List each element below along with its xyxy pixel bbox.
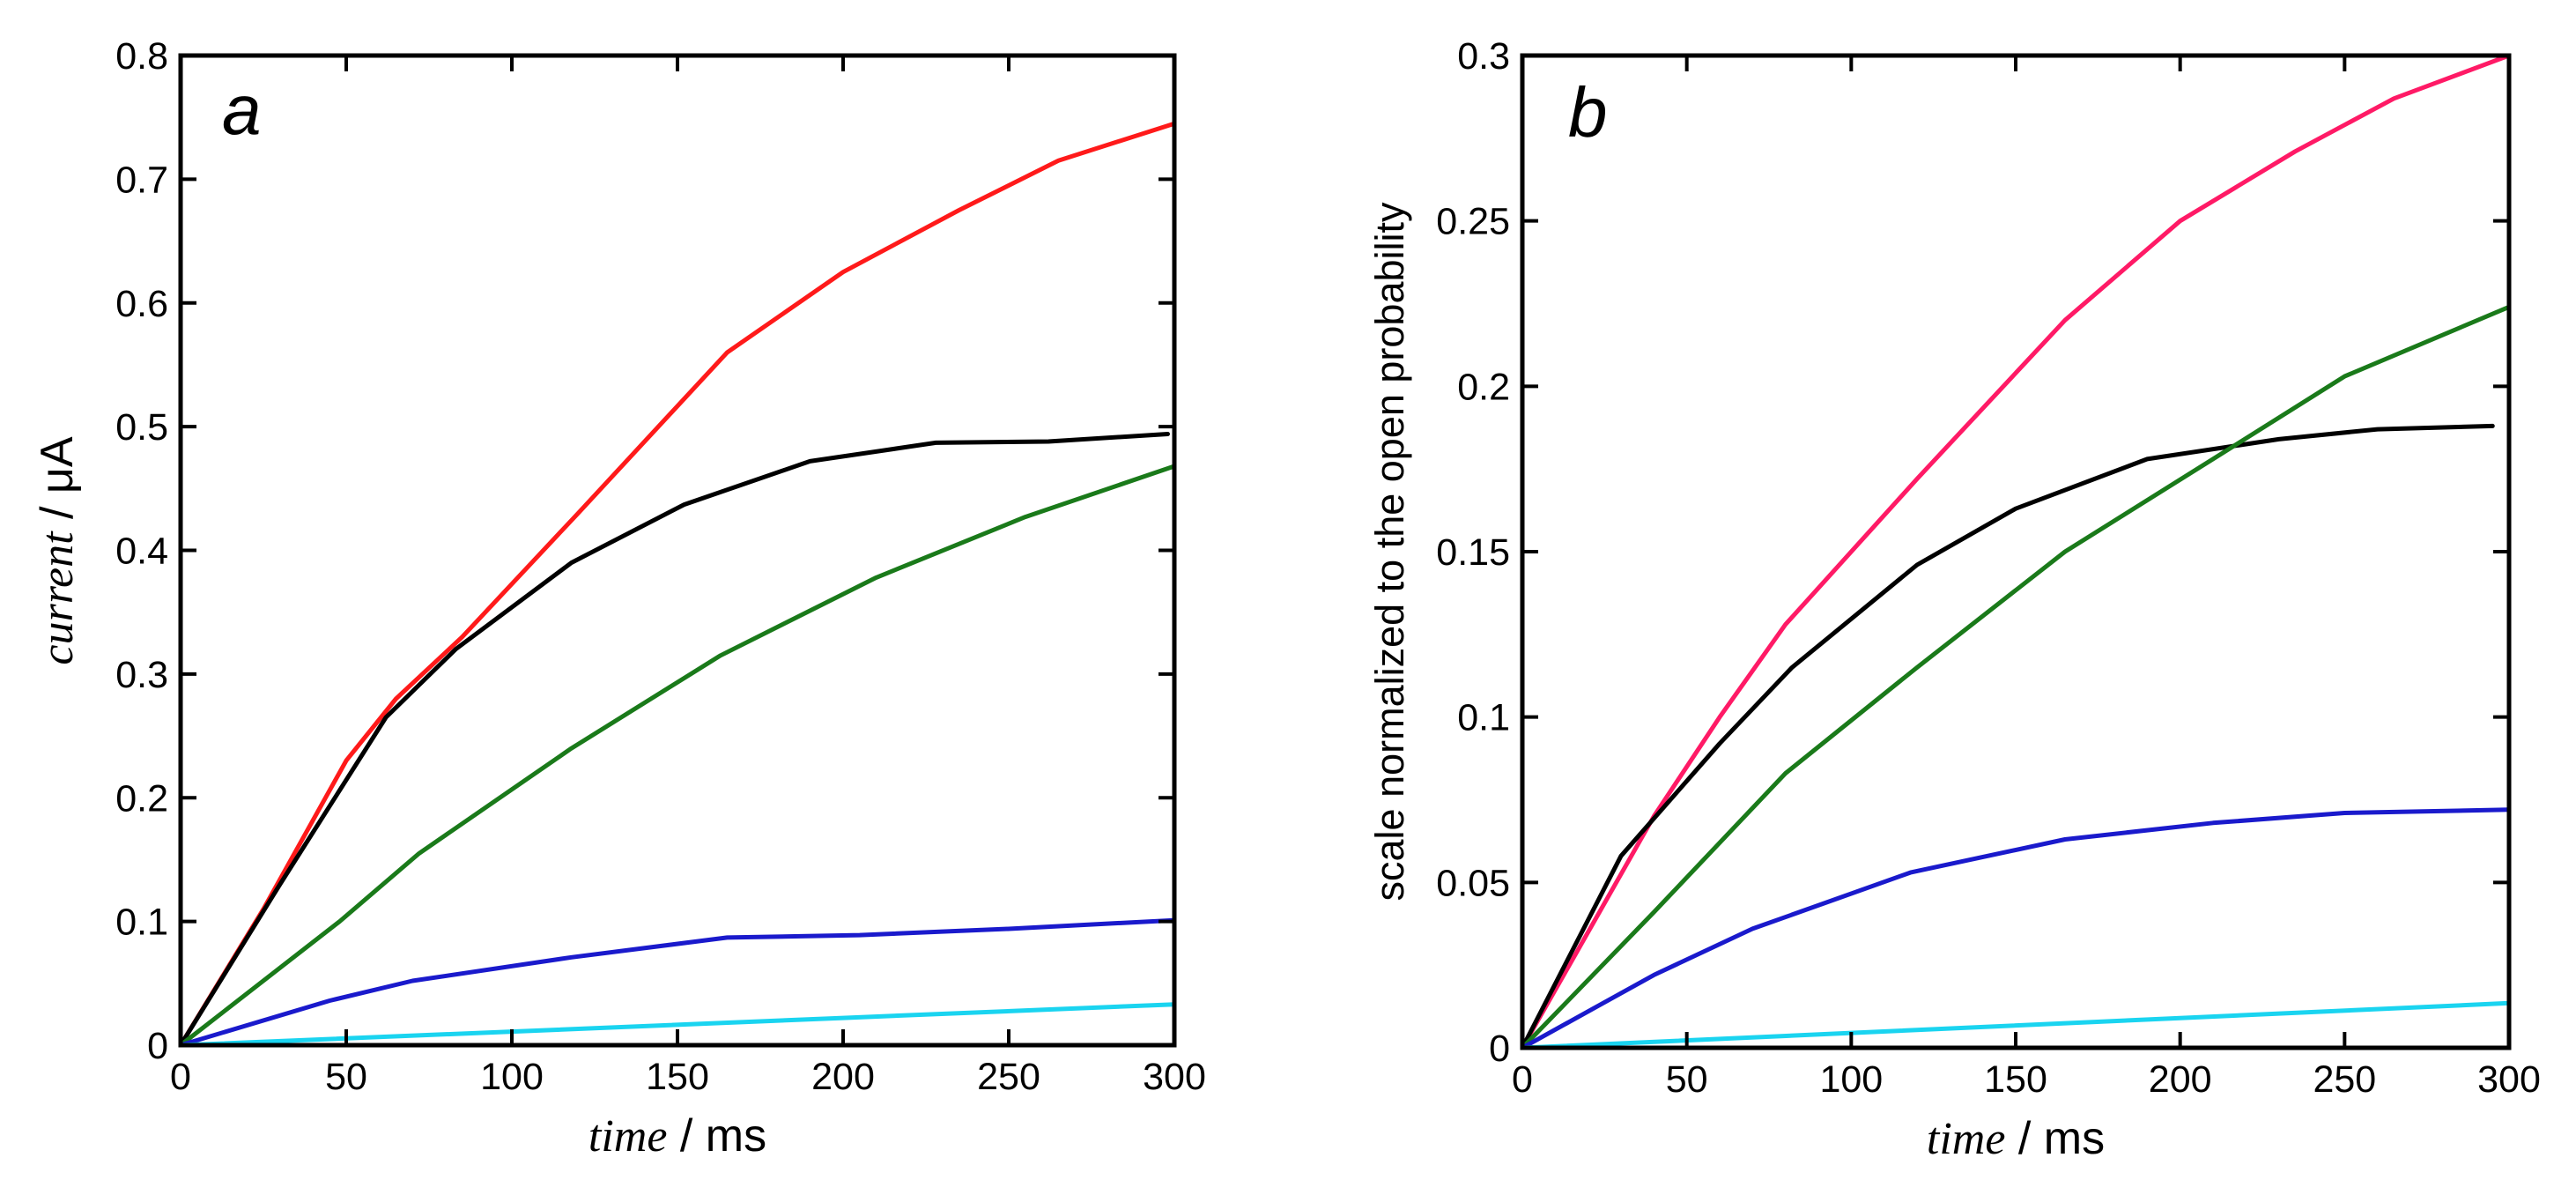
panel-a-ticks: 0 50 100 150 200 250 300 0 0.1 0.2 0.3 0.4 0.5 0.6 0.7…: [115, 35, 1206, 1098]
panel-a: 0 50 100 150 200 250 300 0 0.1 0.2 0.3 0.4 0.5 0.6 0.7…: [32, 35, 1206, 1161]
panel-a-plot-frame: [178, 53, 1177, 1048]
panel-a-series-black-line: [178, 432, 1170, 1048]
panel-b-x-axis-label: time / ms: [1927, 1113, 2105, 1164]
panel-b-y-axis-label: scale normalized to the open probability: [1367, 202, 1412, 901]
panel-b-series-magenta-line: [1520, 53, 2512, 1050]
panel-a-y-axis-label-unit: / μA: [32, 436, 83, 531]
panel-b-y-tick-label: 0.3: [1457, 35, 1510, 78]
panel-b-letter: b: [1568, 73, 1608, 152]
panel-b-series-black-line: [1520, 423, 2495, 1050]
panel-a-x-tick-label: 150: [646, 1056, 709, 1098]
panel-a-y-tick-label: 0.1: [115, 902, 168, 944]
panel-a-y-tick-label: 0.2: [115, 777, 168, 820]
panel-b-y-tick-label: 0.05: [1436, 862, 1510, 904]
panel-a-x-tick-label: 100: [480, 1056, 544, 1098]
panel-a-series-green-line: [178, 464, 1177, 1048]
panel-a-x-tick-label: 250: [977, 1056, 1040, 1098]
panel-a-x-axis-label-italic: time: [588, 1111, 668, 1161]
panel-b-series-green-line: [1520, 304, 2512, 1050]
panel-a-series: [178, 121, 1177, 1048]
panel-b-y-tick-label: 0.15: [1436, 531, 1510, 574]
panel-b: 0 50 100 150 200 250 300 0 0.05 0.1 0.15 0.2 0.25 0.3…: [1367, 35, 2541, 1164]
panel-a-series-red-line: [178, 121, 1177, 1048]
panel-b-y-tick-label: 0.25: [1436, 201, 1510, 243]
panel-b-y-tick-label: 0.2: [1457, 366, 1510, 408]
panel-a-y-tick-label: 0.8: [115, 35, 168, 78]
panel-a-y-tick-label: 0.4: [115, 531, 168, 573]
panel-b-x-tick-label: 300: [2477, 1058, 2541, 1101]
panel-b-x-axis-label-unit: / ms: [2005, 1113, 2105, 1164]
panel-b-series: [1520, 53, 2512, 1050]
panel-a-y-axis-label-italic: current: [33, 531, 83, 665]
panel-b-plot-frame: [1520, 53, 2512, 1050]
panel-a-x-axis-label-unit: / ms: [667, 1110, 766, 1161]
panel-a-x-tick-label: 200: [811, 1056, 875, 1098]
panel-b-x-tick-label: 200: [2149, 1058, 2212, 1101]
panel-b-x-tick-label: 250: [2313, 1058, 2376, 1101]
panel-a-x-tick-label: 50: [325, 1056, 367, 1098]
panel-a-y-tick-label: 0.5: [115, 406, 168, 449]
panel-a-y-tick-label: 0.7: [115, 159, 168, 201]
panel-a-y-tick-label: 0: [147, 1025, 168, 1067]
panel-a-x-axis-label: time / ms: [588, 1110, 766, 1161]
panel-a-y-axis-label: current / μA: [32, 436, 83, 664]
panel-a-y-tick-label: 0.3: [115, 654, 168, 696]
panel-b-x-tick-label: 150: [1984, 1058, 2047, 1101]
panel-b-series-blue-line: [1520, 807, 2512, 1050]
panel-b-ticks: 0 50 100 150 200 250 300 0 0.05 0.1 0.15 0.2 0.25 0.3: [1436, 35, 2541, 1101]
panel-b-x-axis-label-italic: time: [1927, 1114, 2006, 1164]
panel-a-x-tick-label: 0: [170, 1056, 191, 1098]
panel-b-x-tick-label: 0: [1512, 1058, 1533, 1101]
panel-b-y-tick-label: 0.1: [1457, 697, 1510, 739]
panel-b-x-tick-label: 100: [1819, 1058, 1883, 1101]
panel-a-y-tick-label: 0.6: [115, 283, 168, 325]
panel-a-x-tick-label: 300: [1143, 1056, 1206, 1098]
panel-a-series-blue-line: [178, 917, 1177, 1048]
panel-b-y-tick-label: 0: [1489, 1028, 1510, 1070]
panel-b-x-tick-label: 50: [1666, 1058, 1708, 1101]
panel-a-letter: a: [222, 71, 262, 149]
